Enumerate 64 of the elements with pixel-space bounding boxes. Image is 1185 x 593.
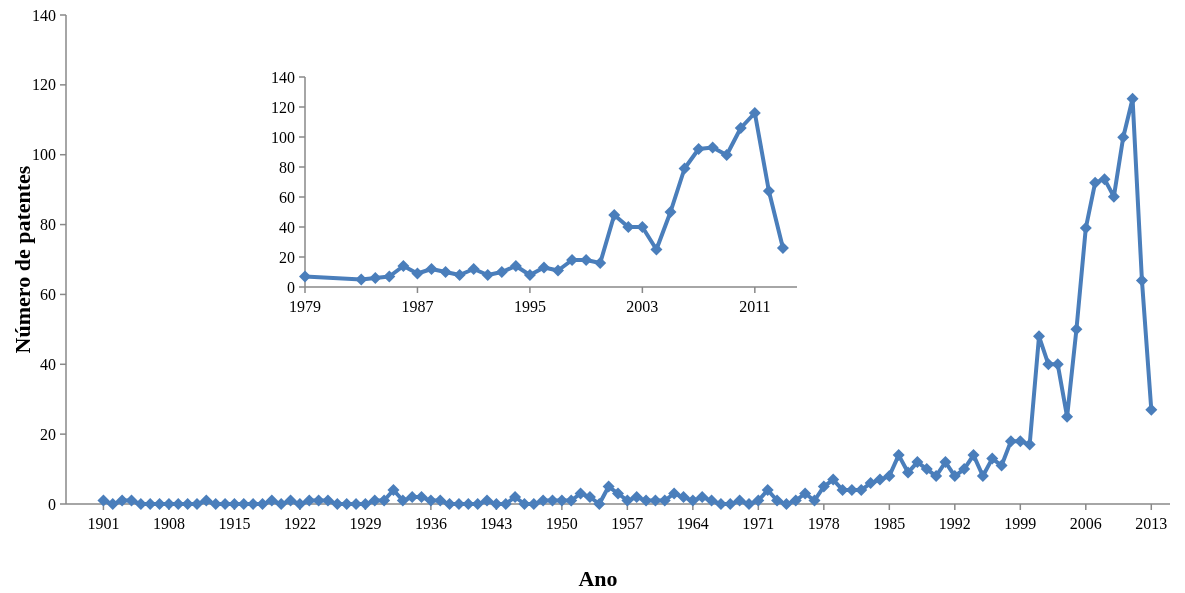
point xyxy=(608,209,621,221)
y-tick-label: 120 xyxy=(271,98,295,116)
x-tick-label: 2011 xyxy=(739,298,771,315)
x-tick-label: 2003 xyxy=(626,298,659,315)
y-tick-label: 20 xyxy=(279,248,295,266)
x-tick-label: 1922 xyxy=(283,515,316,532)
x-tick-label: 1901 xyxy=(87,515,120,532)
point xyxy=(299,270,311,283)
point xyxy=(720,149,733,161)
x-tick-label: 1964 xyxy=(676,515,709,532)
y-tick-label: 40 xyxy=(279,218,295,236)
x-tick-label: 2006 xyxy=(1069,515,1102,532)
point xyxy=(594,257,607,269)
point xyxy=(467,263,480,275)
y-axis-title: Número de patentes xyxy=(10,165,35,354)
x-tick-label: 1995 xyxy=(513,298,546,315)
point xyxy=(481,269,494,281)
y-tick-label: 100 xyxy=(271,128,295,146)
y-tick-label: 60 xyxy=(40,286,56,304)
x-tick-label: 1936 xyxy=(414,515,447,532)
point xyxy=(678,162,691,175)
point xyxy=(425,263,438,275)
point xyxy=(509,260,522,272)
x-tick-label: 1978 xyxy=(807,515,840,532)
point xyxy=(650,243,663,256)
x-tick-label: 1957 xyxy=(611,515,644,532)
x-tick-label: 1985 xyxy=(873,515,906,532)
y-tick-label: 140 xyxy=(32,6,56,24)
x-tick-label: 1943 xyxy=(480,515,513,532)
x-tick-label: 1908 xyxy=(152,515,185,532)
point xyxy=(776,242,789,254)
y-tick-label: 40 xyxy=(40,355,56,373)
point xyxy=(411,267,424,280)
x-tick-label: 1979 xyxy=(289,298,321,315)
y-tick-label: 80 xyxy=(279,158,295,176)
point xyxy=(762,185,775,197)
x-tick-label: 1999 xyxy=(1004,515,1037,532)
point xyxy=(734,122,747,134)
point xyxy=(453,269,466,281)
point xyxy=(439,266,452,278)
y-tick-label: 100 xyxy=(32,146,56,164)
point xyxy=(537,261,550,274)
x-tick-label: 1950 xyxy=(545,515,578,532)
point xyxy=(495,266,508,278)
x-axis-title: Ano xyxy=(578,566,618,591)
y-tick-label: 80 xyxy=(40,216,56,234)
point xyxy=(397,260,410,272)
point xyxy=(552,264,565,277)
y-tick-label: 140 xyxy=(271,68,295,86)
x-tick-label: 1971 xyxy=(742,515,775,532)
y-tick-label: 120 xyxy=(32,76,56,94)
x-tick-label: 2013 xyxy=(1135,515,1168,532)
x-tick-label: 1987 xyxy=(401,298,434,315)
point xyxy=(664,206,677,218)
point xyxy=(523,269,536,281)
y-tick-label: 60 xyxy=(279,188,295,206)
point xyxy=(748,107,761,119)
y-tick-label: 0 xyxy=(48,495,56,513)
y-tick-label: 20 xyxy=(40,425,56,443)
x-tick-label: 1992 xyxy=(938,515,971,532)
point xyxy=(692,143,705,155)
x-tick-label: 1915 xyxy=(218,515,251,532)
x-tick-label: 1929 xyxy=(349,515,382,532)
y-tick-label: 0 xyxy=(287,278,295,296)
